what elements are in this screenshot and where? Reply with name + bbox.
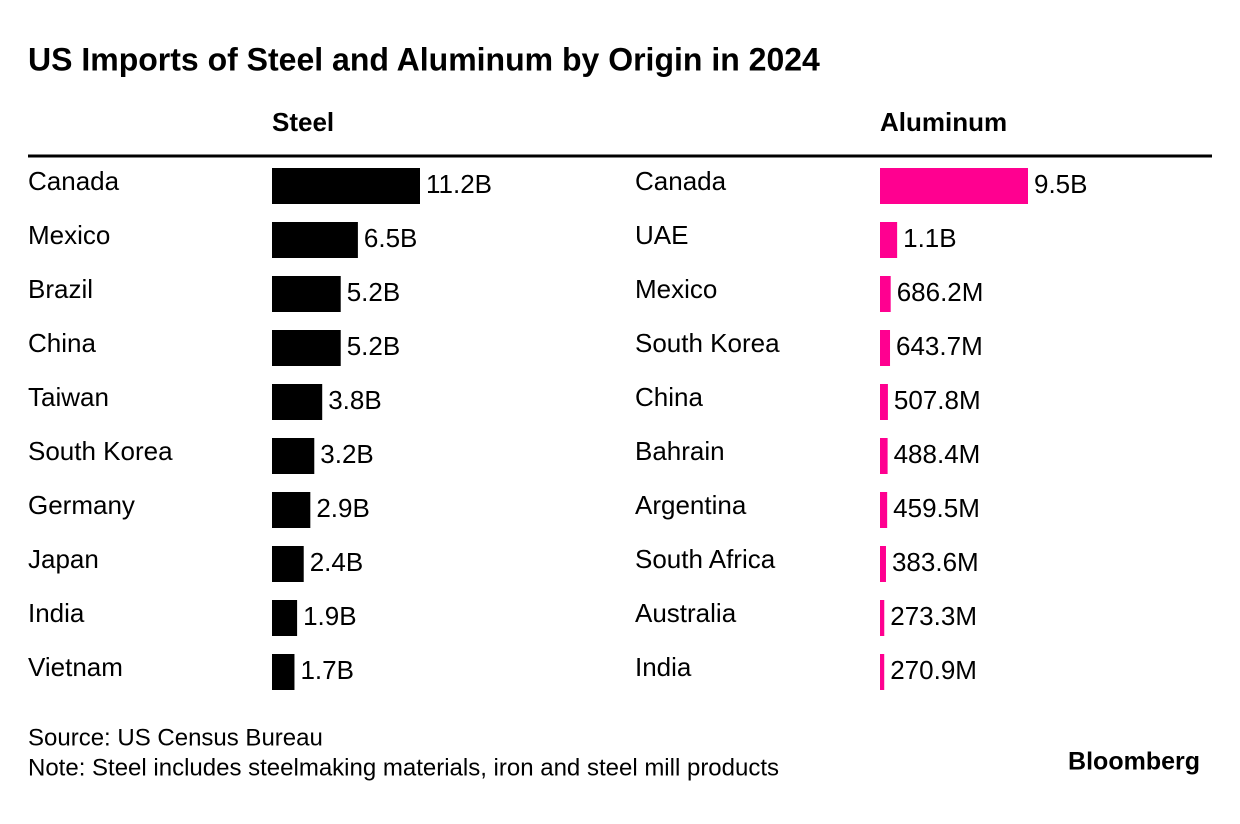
source: Source: US Census Bureau — [28, 724, 323, 751]
value-label: 270.9M — [890, 655, 977, 685]
value-label: 5.2B — [347, 331, 401, 361]
value-label: 643.7M — [896, 331, 983, 361]
category-label: Canada — [28, 166, 120, 196]
bar — [880, 600, 885, 636]
category-label: Japan — [28, 544, 99, 574]
value-label: 5.2B — [347, 277, 401, 307]
value-label: 507.8M — [894, 385, 981, 415]
value-label: 1.7B — [300, 655, 354, 685]
category-label: Bahrain — [635, 436, 725, 466]
bar — [272, 492, 311, 528]
value-label: 459.5M — [893, 493, 980, 523]
bar — [272, 222, 358, 258]
value-label: 1.9B — [303, 601, 357, 631]
category-label: Mexico — [635, 274, 717, 304]
category-label: Germany — [28, 490, 135, 520]
value-label: 11.2B — [426, 169, 492, 199]
category-label: Taiwan — [28, 382, 109, 412]
value-label: 9.5B — [1034, 169, 1088, 199]
category-label: India — [28, 598, 85, 628]
category-label: Brazil — [28, 274, 93, 304]
value-label: 383.6M — [892, 547, 979, 577]
value-label: 3.2B — [320, 439, 374, 469]
category-label: South Korea — [28, 436, 173, 466]
category-label: Mexico — [28, 220, 110, 250]
value-label: 488.4M — [894, 439, 981, 469]
bar — [880, 438, 888, 474]
category-label: Canada — [635, 166, 727, 196]
bar — [880, 384, 888, 420]
category-label: South Korea — [635, 328, 780, 358]
value-label: 273.3M — [890, 601, 977, 631]
bar — [880, 276, 891, 312]
category-label: UAE — [635, 220, 688, 250]
brand: Bloomberg — [1068, 748, 1200, 776]
value-label: 1.1B — [903, 223, 957, 253]
category-label: South Africa — [635, 544, 776, 574]
bar — [272, 438, 315, 474]
bar — [880, 168, 1028, 204]
bar — [272, 168, 420, 204]
bar — [272, 600, 298, 636]
value-label: 2.9B — [316, 493, 370, 523]
panel-title: Steel — [272, 107, 334, 137]
category-label: China — [635, 382, 703, 412]
category-label: China — [28, 328, 96, 358]
category-label: Argentina — [635, 490, 747, 520]
bar — [880, 222, 898, 258]
category-label: India — [635, 652, 692, 682]
category-label: Australia — [635, 598, 737, 628]
value-label: 3.8B — [328, 385, 382, 415]
bar — [880, 492, 888, 528]
panel-title: Aluminum — [880, 107, 1007, 137]
bar — [272, 330, 341, 366]
bar — [272, 546, 304, 582]
note: Note: Steel includes steelmaking materia… — [28, 754, 779, 781]
category-label: Vietnam — [28, 652, 123, 682]
bar — [272, 276, 341, 312]
bar — [272, 384, 323, 420]
value-label: 2.4B — [310, 547, 364, 577]
bar — [880, 546, 886, 582]
chart-title: US Imports of Steel and Aluminum by Orig… — [28, 41, 820, 77]
bar — [272, 654, 295, 690]
value-label: 686.2M — [897, 277, 984, 307]
value-label: 6.5B — [364, 223, 418, 253]
bar — [880, 330, 891, 366]
bar — [880, 654, 885, 690]
